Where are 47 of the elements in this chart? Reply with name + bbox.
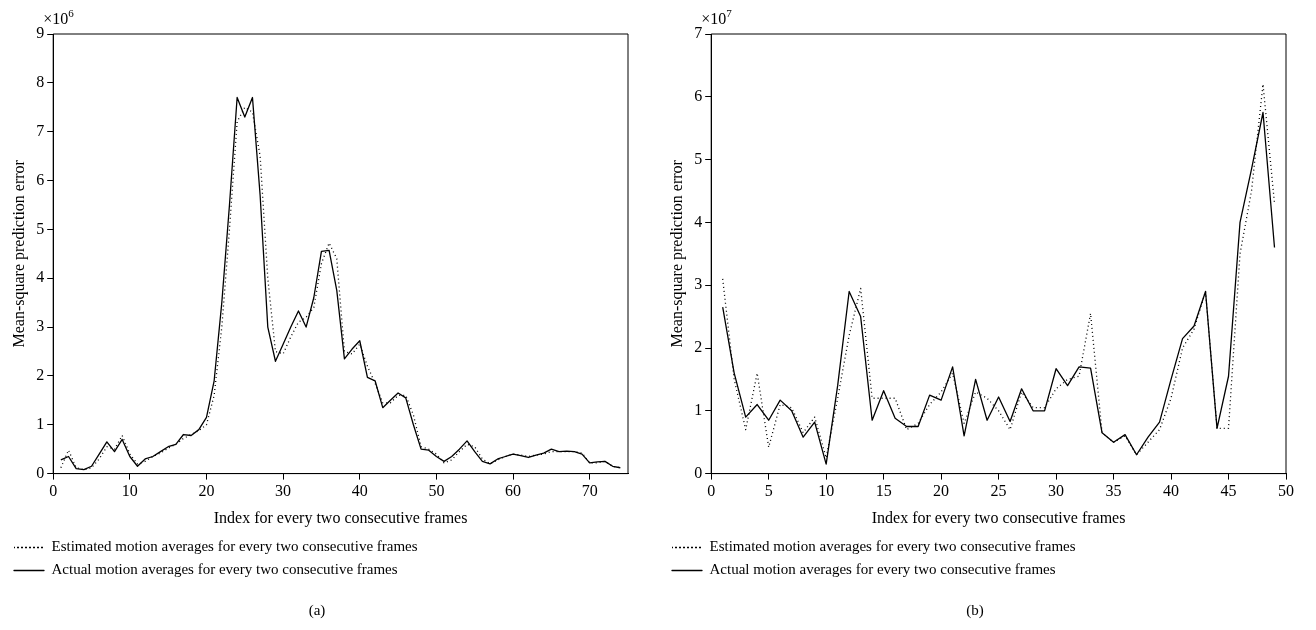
text: (a): [308, 601, 326, 619]
x-tick-label: 5: [764, 482, 773, 500]
y-tick-label: 9: [36, 24, 45, 42]
x-tick-label: 0: [707, 482, 716, 500]
x-tick-label: 0: [49, 482, 58, 500]
y-tick-label: 8: [36, 73, 45, 91]
y-tick-label: 1: [36, 414, 45, 432]
x-tick-label: 70: [581, 482, 598, 500]
text: (b): [966, 601, 984, 619]
y-axis-title: Mean-square prediction error: [9, 159, 28, 348]
y-tick-label: 7: [694, 24, 703, 42]
y-tick-label: 6: [36, 170, 45, 188]
y-tick-label: 0: [694, 463, 703, 481]
y-tick-label: 3: [694, 275, 703, 293]
y-tick-label: 2: [694, 338, 703, 356]
y-tick-label: 4: [36, 268, 45, 286]
x-tick-label: 40: [1163, 482, 1180, 500]
x-tick-label: 10: [121, 482, 138, 500]
x-axis-title: Index for every two consecutive frames: [871, 508, 1126, 527]
x-tick-label: 60: [505, 482, 522, 500]
x-tick-label: 25: [990, 482, 1007, 500]
x-tick-label: 10: [818, 482, 835, 500]
x-tick-label: 30: [275, 482, 292, 500]
x-tick-label: 30: [1048, 482, 1065, 500]
x-tick-label: 20: [933, 482, 950, 500]
y-tick-label: 5: [36, 219, 45, 237]
x-tick-label: 40: [351, 482, 368, 500]
legend-label: Estimated motion averages for every two consecutive frames: [51, 538, 418, 555]
y-tick-label: 5: [694, 149, 703, 167]
x-axis-title: Index for every two consecutive frames: [213, 508, 468, 527]
x-tick-label: 15: [875, 482, 892, 500]
x-tick-label: 45: [1220, 482, 1237, 500]
y-tick-label: 6: [694, 87, 703, 104]
x-tick-label: 50: [1278, 482, 1294, 500]
y-axis-title: Mean-square prediction error: [667, 159, 686, 348]
legend-label: Actual motion averages for every two consecutive frames: [709, 561, 1056, 578]
y-tick-label: 1: [694, 401, 703, 418]
y-tick-label: 2: [36, 366, 45, 384]
y-tick-label: 4: [694, 212, 703, 230]
x-tick-label: 20: [198, 482, 215, 500]
x-tick-label: 50: [428, 482, 445, 500]
y-tick-label: 7: [36, 121, 45, 139]
x-tick-label: 35: [1105, 482, 1122, 500]
legend-label: Estimated motion averages for every two consecutive frames: [709, 538, 1076, 555]
y-tick-label: 0: [36, 463, 45, 481]
legend-label: Actual motion averages for every two consecutive frames: [51, 561, 398, 578]
y-tick-label: 3: [36, 317, 45, 335]
